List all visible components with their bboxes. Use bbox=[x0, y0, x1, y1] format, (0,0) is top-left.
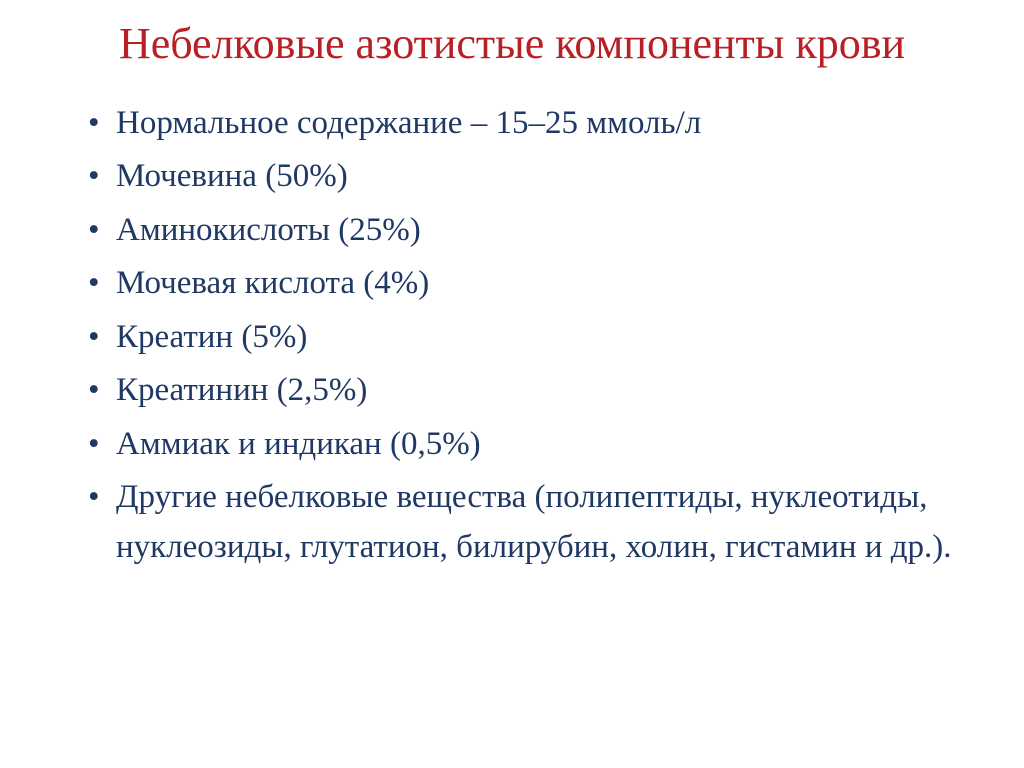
list-item: Другие небелковые вещества (полипептиды,… bbox=[88, 473, 984, 572]
list-item: Аммиак и индикан (0,5%) bbox=[88, 420, 984, 470]
list-item: Аминокислоты (25%) bbox=[88, 206, 984, 256]
slide-title: Небелковые азотистые компоненты крови bbox=[40, 18, 984, 71]
bullet-list: Нормальное содержание – 15–25 ммоль/л Мо… bbox=[40, 99, 984, 573]
list-item: Креатинин (2,5%) bbox=[88, 366, 984, 416]
list-item: Мочевина (50%) bbox=[88, 152, 984, 202]
slide: Небелковые азотистые компоненты крови Но… bbox=[0, 0, 1024, 768]
list-item: Нормальное содержание – 15–25 ммоль/л bbox=[88, 99, 984, 149]
list-item: Креатин (5%) bbox=[88, 313, 984, 363]
list-item: Мочевая кислота (4%) bbox=[88, 259, 984, 309]
